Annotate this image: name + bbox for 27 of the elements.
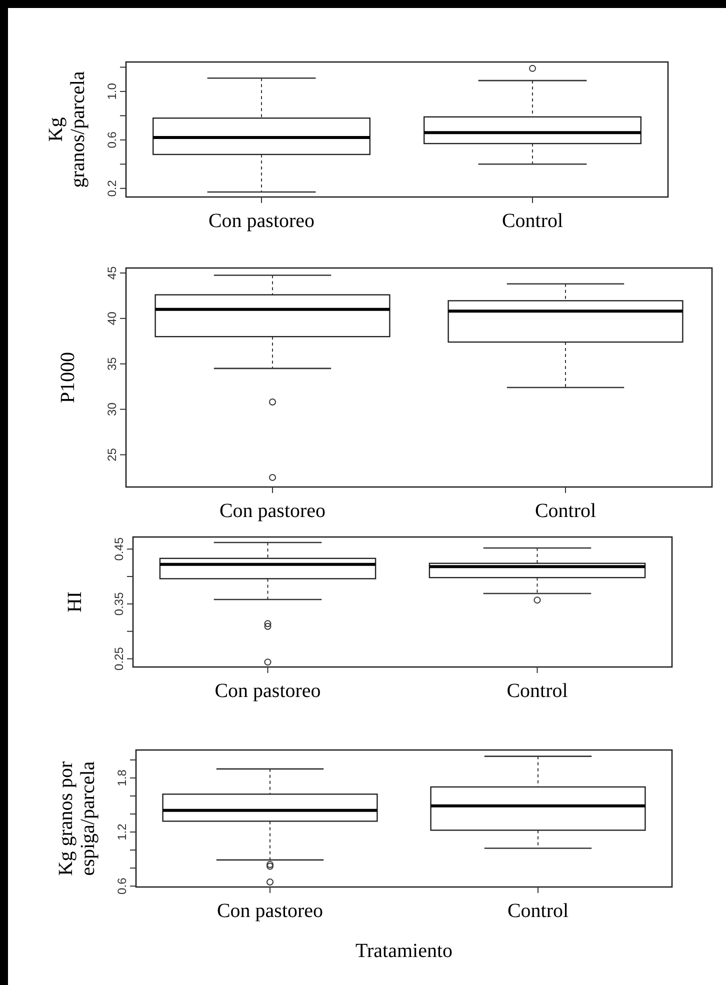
y-tick-label: 0.25 [112, 646, 126, 670]
x-tick-label: Control [506, 680, 568, 702]
y-tick-label: 0.45 [112, 537, 126, 561]
y-tick-label: 0.2 [105, 180, 119, 197]
y-axis-title: HI [64, 591, 86, 613]
x-axis-title: Tratamiento [355, 940, 453, 962]
y-tick-label: 0.35 [112, 592, 126, 616]
x-tick-label: Con pastoreo [216, 900, 324, 922]
y-tick-label: 0.6 [105, 131, 119, 148]
y-axis-title: Kg granos/parcela [45, 71, 89, 188]
y-tick-label: 1.2 [115, 823, 129, 840]
y-tick-label: 25 [105, 448, 119, 462]
x-tick-label: Control [507, 900, 569, 922]
x-tick-label: Con pastoreo [214, 680, 321, 702]
y-tick-label: 35 [105, 356, 119, 371]
y-tick-label: 1.0 [105, 82, 119, 100]
x-tick-label: Control [502, 210, 564, 232]
y-tick-label: 1.8 [115, 769, 129, 786]
y-tick-label: 40 [105, 311, 119, 326]
y-axis-title: Kg granos por espiga/parcela [55, 760, 99, 876]
y-tick-label: 0.6 [115, 877, 129, 894]
x-tick-label: Con pastoreo [208, 210, 315, 232]
y-axis-title: P1000 [57, 352, 79, 404]
y-tick-label: 30 [105, 402, 119, 416]
y-tick-label: 45 [105, 266, 119, 280]
x-tick-label: Con pastoreo [219, 500, 326, 522]
x-tick-label: Control [534, 500, 596, 522]
